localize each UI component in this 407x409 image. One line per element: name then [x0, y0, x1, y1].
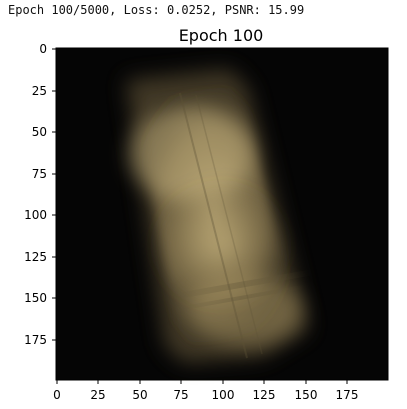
y-tick-175: 175 — [24, 333, 56, 347]
y-tick-125: 125 — [24, 250, 56, 264]
y-tick-label: 0 — [39, 42, 47, 56]
y-tick-label: 125 — [24, 250, 47, 264]
horizontal-band-2 — [176, 284, 306, 312]
x-tick-150: 150 — [295, 380, 318, 402]
reconstruction-image — [126, 69, 313, 363]
y-tick-75: 75 — [32, 167, 56, 181]
x-tick-label: 150 — [295, 388, 318, 402]
training-status-line: Epoch 100/5000, Loss: 0.0252, PSNR: 15.9… — [8, 3, 305, 17]
y-tick-label: 175 — [24, 333, 47, 347]
x-tick-label: 125 — [253, 388, 276, 402]
chart-title: Epoch 100 — [179, 26, 264, 45]
diagonal-streak-2 — [195, 94, 263, 355]
y-axis: 0 25 50 75 100 125 150 175 — [24, 42, 56, 347]
y-tick-label: 75 — [32, 167, 47, 181]
y-tick-100: 100 — [24, 208, 56, 222]
x-tick-label: 0 — [53, 388, 61, 402]
y-tick-150: 150 — [24, 291, 56, 305]
x-tick-0: 0 — [53, 380, 61, 402]
y-tick-50: 50 — [32, 125, 56, 139]
x-tick-175: 175 — [336, 380, 359, 402]
x-tick-label: 100 — [212, 388, 235, 402]
y-tick-label: 25 — [32, 84, 47, 98]
y-tick-0: 0 — [39, 42, 56, 56]
x-tick-125: 125 — [253, 380, 276, 402]
horizontal-band-1 — [168, 269, 313, 301]
y-tick-label: 100 — [24, 208, 47, 222]
x-tick-50: 50 — [132, 380, 148, 402]
x-tick-label: 25 — [90, 388, 105, 402]
x-tick-label: 175 — [336, 388, 359, 402]
diagonal-streak-1 — [179, 92, 248, 359]
y-tick-label: 150 — [24, 291, 47, 305]
y-tick-label: 50 — [32, 125, 47, 139]
x-tick-100: 100 — [212, 380, 235, 402]
x-tick-25: 25 — [90, 380, 106, 402]
y-tick-25: 25 — [32, 84, 56, 98]
x-tick-label: 50 — [132, 388, 147, 402]
x-axis: 0 25 50 75 100 125 150 175 — [53, 380, 358, 402]
x-tick-75: 75 — [173, 380, 189, 402]
x-tick-label: 75 — [173, 388, 188, 402]
blob-highlight-mid — [157, 187, 285, 303]
blob-highlight-upper — [129, 106, 253, 202]
